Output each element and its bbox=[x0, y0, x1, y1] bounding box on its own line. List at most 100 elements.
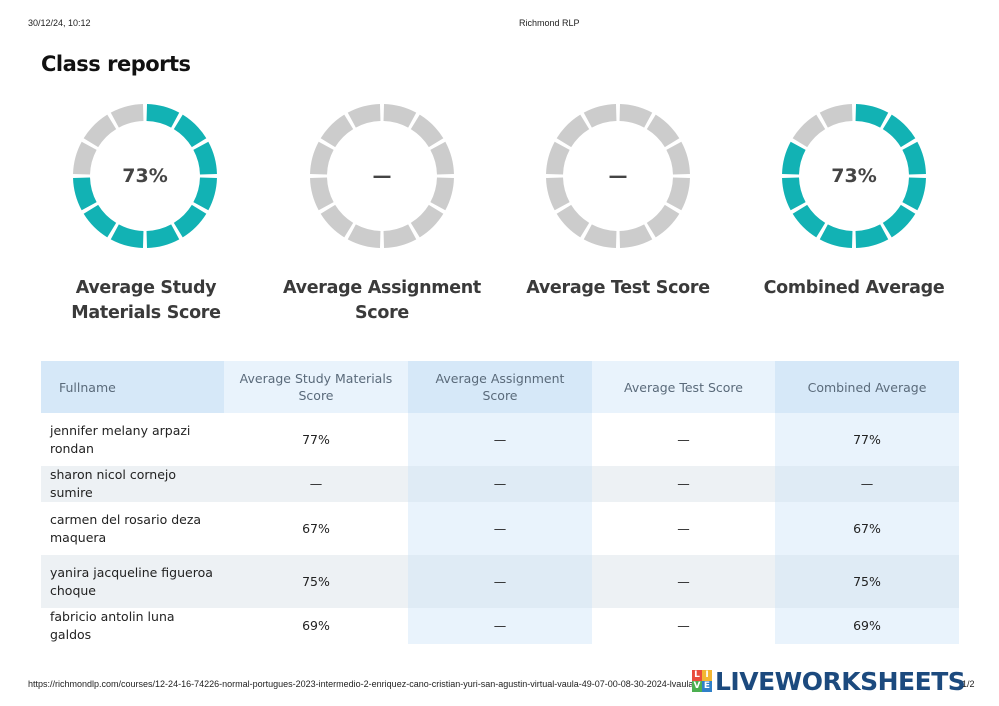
print-site-name: Richmond RLP bbox=[519, 18, 580, 28]
donut-segment-empty bbox=[646, 114, 680, 148]
donut-segment-empty bbox=[383, 104, 417, 128]
gauge-value: — bbox=[608, 165, 628, 187]
donut-segment-empty bbox=[546, 177, 570, 211]
gauge-value: — bbox=[372, 165, 392, 187]
donut-segment-empty bbox=[310, 177, 334, 211]
cell-combined: — bbox=[775, 466, 959, 502]
footer-url: https://richmondlp.com/courses/12-24-16-… bbox=[28, 679, 708, 689]
logo-letter: I bbox=[702, 670, 712, 681]
logo-letter: V bbox=[692, 681, 702, 692]
cell-study-materials: 67% bbox=[224, 502, 408, 555]
cell-fullname: jennifer melany arpazi rondan bbox=[41, 413, 224, 466]
donut-segment-filled bbox=[73, 177, 97, 211]
donut-segment-empty bbox=[646, 204, 680, 238]
donut-segment-filled bbox=[782, 141, 806, 175]
donut-segment-empty bbox=[320, 114, 354, 148]
donut-segment-empty bbox=[347, 104, 381, 128]
gauge-study-materials: 73% bbox=[72, 103, 218, 249]
donut-segment-empty bbox=[410, 204, 444, 238]
donut-segment-empty bbox=[73, 141, 97, 175]
cell-fullname: carmen del rosario deza maquera bbox=[41, 502, 224, 555]
cell-test: — bbox=[592, 555, 775, 608]
donut-segment-empty bbox=[619, 104, 653, 128]
cell-combined: 69% bbox=[775, 608, 959, 644]
gauge-assignment: — bbox=[309, 103, 455, 249]
cell-study-materials: 75% bbox=[224, 555, 408, 608]
donut-segment-filled bbox=[855, 104, 889, 128]
header-study-materials: Average Study Materials Score bbox=[224, 361, 408, 413]
cell-assignment: — bbox=[408, 502, 592, 555]
cell-assignment: — bbox=[408, 608, 592, 644]
donut-segment-filled bbox=[882, 204, 916, 238]
donut-chart bbox=[782, 104, 926, 248]
donut-segment-empty bbox=[792, 114, 826, 148]
table-row: jennifer melany arpazi rondan 77% — — 77… bbox=[41, 413, 959, 466]
page-number: 1/2 bbox=[962, 679, 975, 689]
cell-fullname: fabricio antolin luna galdos bbox=[41, 608, 224, 644]
donut-segment-filled bbox=[193, 141, 217, 175]
cell-study-materials: 69% bbox=[224, 608, 408, 644]
donut-segment-empty bbox=[383, 224, 417, 248]
donut-segment-filled bbox=[792, 204, 826, 238]
header-assignment: Average Assignment Score bbox=[408, 361, 592, 413]
table-row: fabricio antolin luna galdos 69% — — 69% bbox=[41, 608, 959, 644]
cell-assignment: — bbox=[408, 555, 592, 608]
donut-segment-filled bbox=[83, 204, 117, 238]
donut-segment-empty bbox=[430, 177, 454, 211]
donut-segment-empty bbox=[556, 114, 590, 148]
cell-combined: 67% bbox=[775, 502, 959, 555]
cell-test: — bbox=[592, 413, 775, 466]
donut-segment-filled bbox=[902, 141, 926, 175]
cell-assignment: — bbox=[408, 466, 592, 502]
donut-segment-empty bbox=[310, 141, 334, 175]
donut-segment-empty bbox=[556, 204, 590, 238]
cell-combined: 77% bbox=[775, 413, 959, 466]
donut-segment-empty bbox=[430, 141, 454, 175]
print-date: 30/12/24, 10:12 bbox=[28, 18, 91, 28]
gauge-value: 73% bbox=[122, 165, 168, 187]
donut-segment-filled bbox=[902, 177, 926, 211]
gauge-test: — bbox=[545, 103, 691, 249]
donut-segment-filled bbox=[193, 177, 217, 211]
donut-segment-empty bbox=[666, 177, 690, 211]
cell-test: — bbox=[592, 502, 775, 555]
cell-study-materials: 77% bbox=[224, 413, 408, 466]
cell-fullname: sharon nicol cornejo sumire bbox=[41, 466, 224, 502]
donut-chart bbox=[310, 104, 454, 248]
cell-test: — bbox=[592, 466, 775, 502]
donut-segment-empty bbox=[666, 141, 690, 175]
logo-letter: E bbox=[702, 681, 712, 692]
cell-combined: 75% bbox=[775, 555, 959, 608]
gauge-label-study-materials: Average Study Materials Score bbox=[71, 278, 221, 323]
donut-segment-filled bbox=[173, 204, 207, 238]
header-combined: Combined Average bbox=[775, 361, 959, 413]
donut-segment-filled bbox=[110, 224, 144, 248]
donut-segment-filled bbox=[882, 114, 916, 148]
donut-segment-filled bbox=[146, 104, 180, 128]
header-test: Average Test Score bbox=[592, 361, 775, 413]
gauge-label-test: Average Test Score bbox=[526, 278, 710, 298]
liveworksheets-logo-icon: L I V E bbox=[692, 670, 712, 692]
table-row: carmen del rosario deza maquera 67% — — … bbox=[41, 502, 959, 555]
gauge-value: 73% bbox=[831, 165, 877, 187]
cell-assignment: — bbox=[408, 413, 592, 466]
donut-segment-filled bbox=[855, 224, 889, 248]
donut-chart bbox=[546, 104, 690, 248]
donut-segment-filled bbox=[173, 114, 207, 148]
table-row: yanira jacqueline figueroa choque 75% — … bbox=[41, 555, 959, 608]
donut-segment-empty bbox=[347, 224, 381, 248]
donut-segment-empty bbox=[819, 104, 853, 128]
donut-segment-empty bbox=[110, 104, 144, 128]
donut-segment-empty bbox=[546, 141, 570, 175]
donut-segment-filled bbox=[782, 177, 806, 211]
cell-fullname: yanira jacqueline figueroa choque bbox=[41, 555, 224, 608]
donut-segment-empty bbox=[583, 224, 617, 248]
table-header-row: Fullname Average Study Materials Score A… bbox=[41, 361, 959, 413]
table-row: sharon nicol cornejo sumire — — — — bbox=[41, 466, 959, 502]
donut-segment-empty bbox=[410, 114, 444, 148]
header-fullname: Fullname bbox=[41, 361, 224, 413]
cell-test: — bbox=[592, 608, 775, 644]
gauge-combined: 73% bbox=[781, 103, 927, 249]
class-report-table: Fullname Average Study Materials Score A… bbox=[41, 361, 959, 644]
gauge-label-assignment: Average Assignment Score bbox=[282, 278, 481, 323]
